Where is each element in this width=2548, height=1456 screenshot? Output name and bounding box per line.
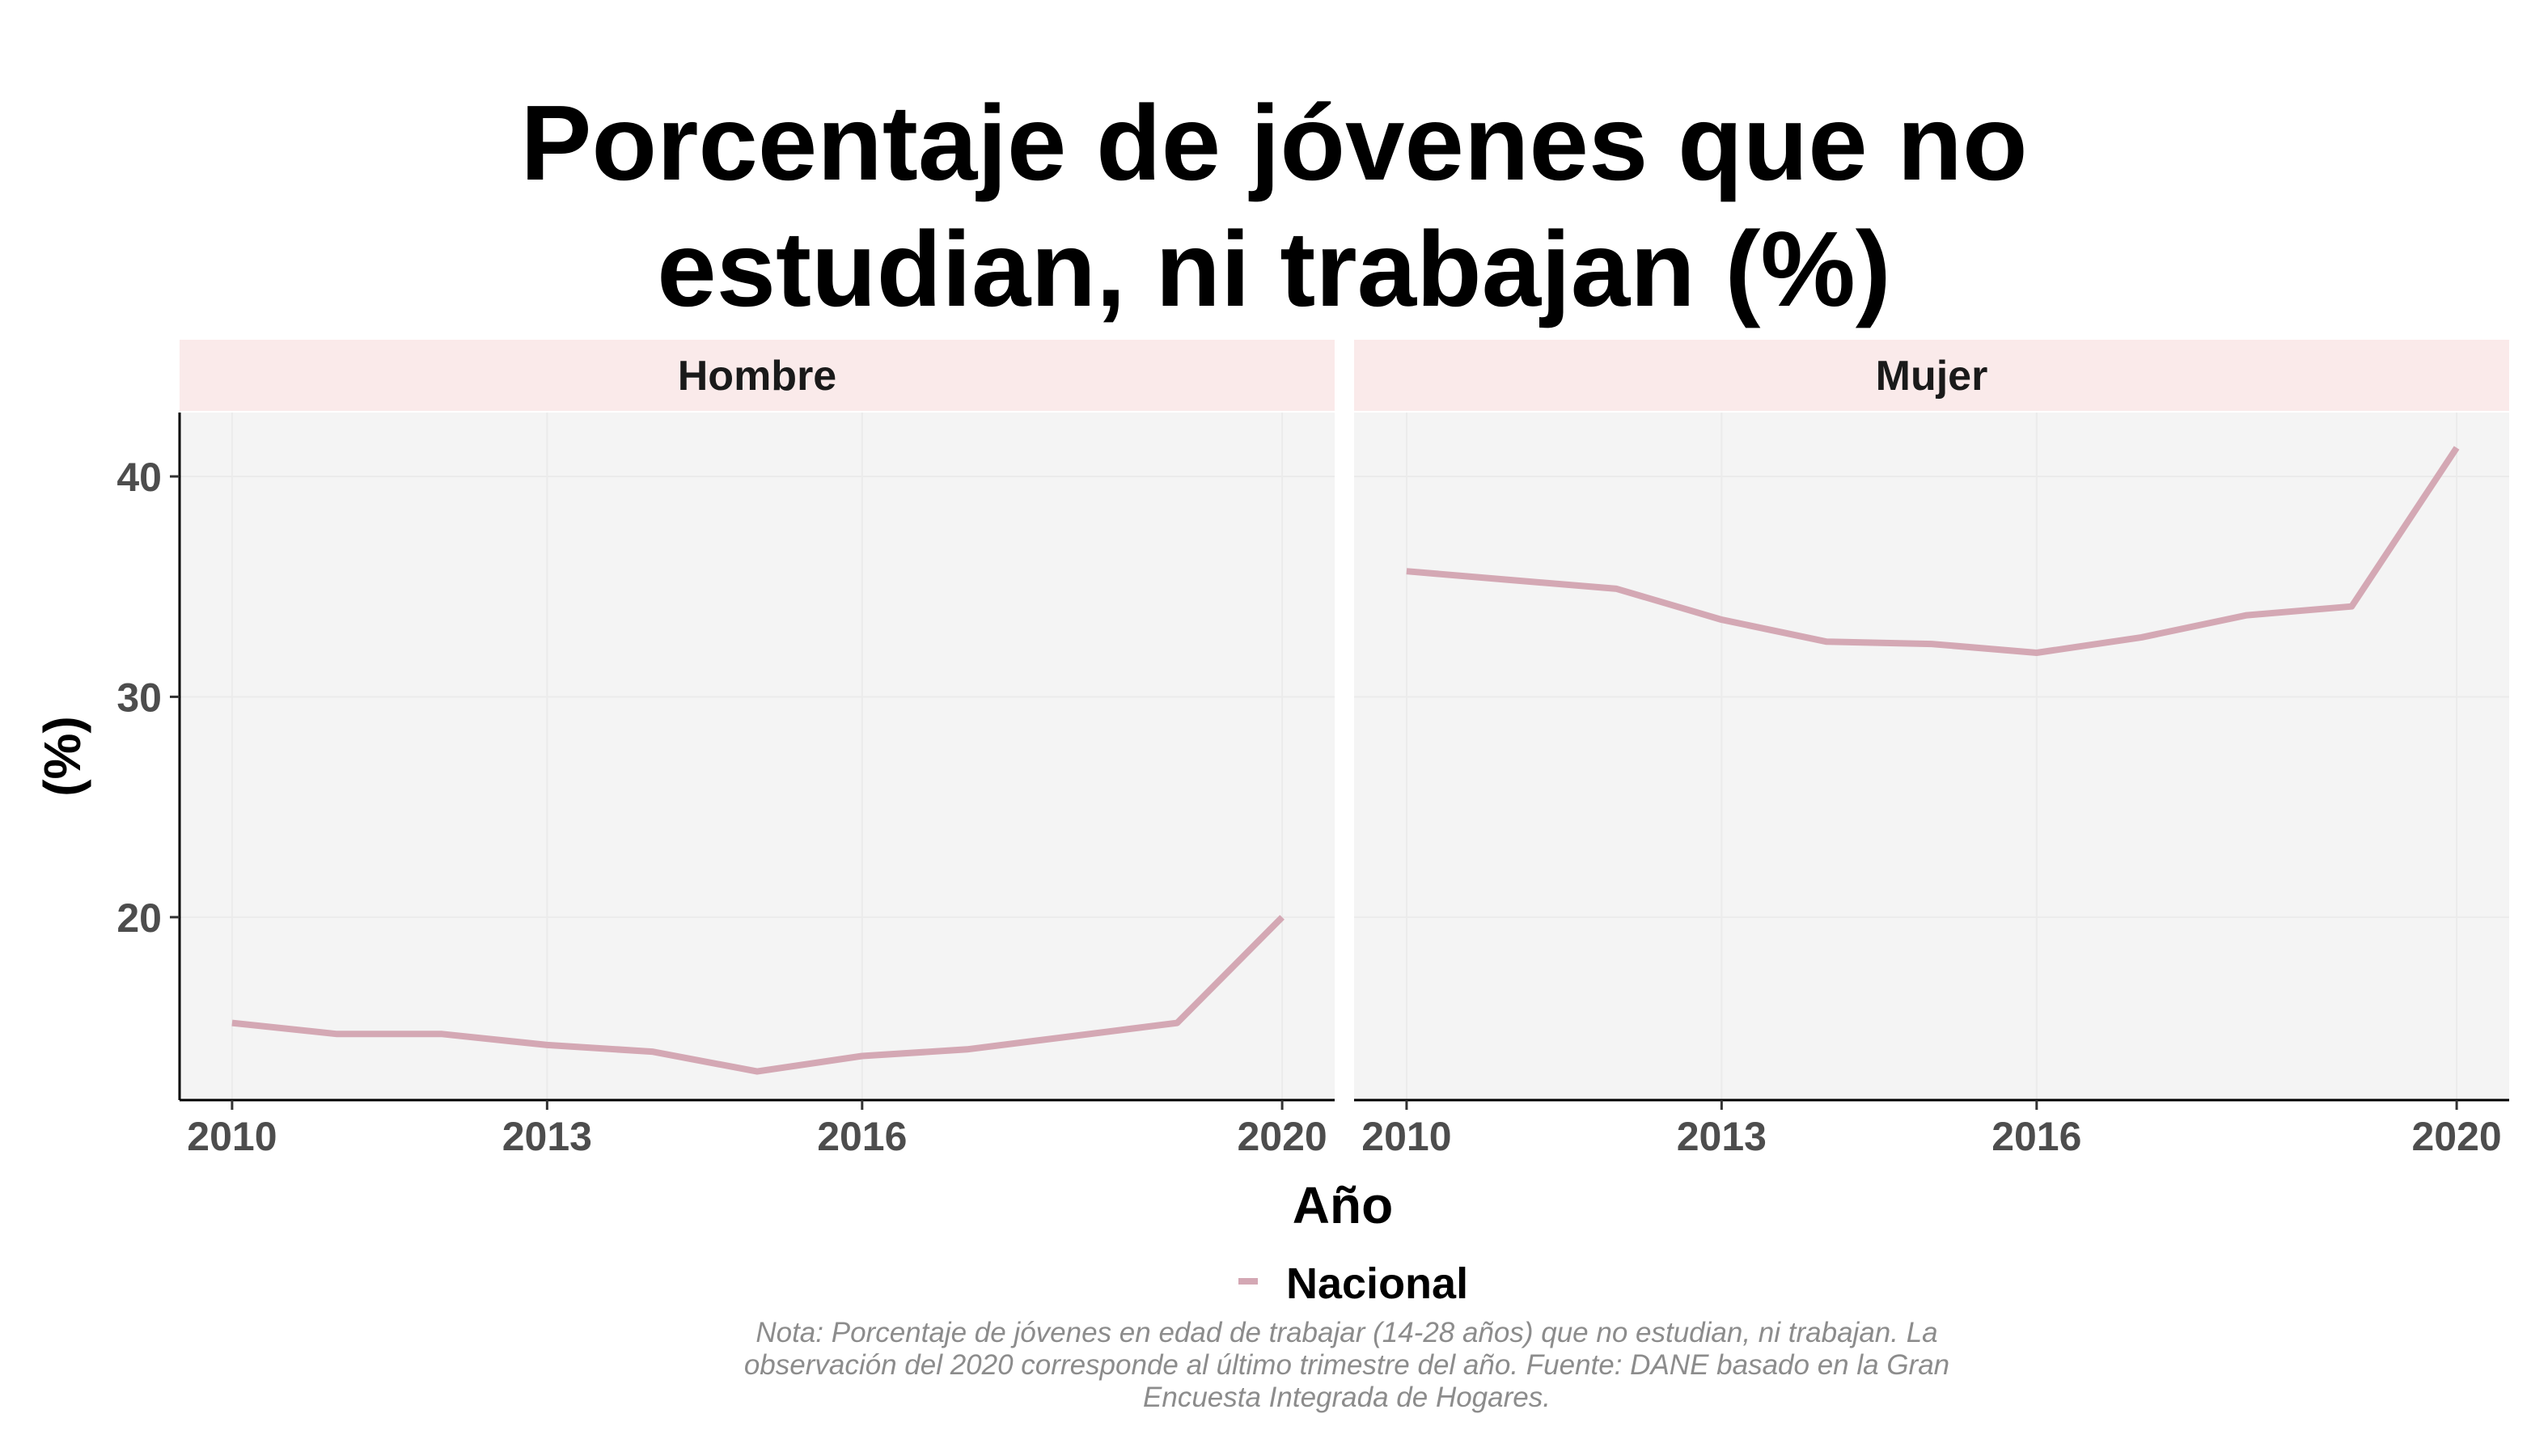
y-axis-title: (%) [33, 716, 91, 797]
x-tick-label-2010-mujer: 2010 [1361, 1114, 1451, 1159]
x-tick-label-2020-hombre: 2020 [1237, 1114, 1327, 1159]
facet-strip-mujer [1354, 340, 2509, 411]
x-axis-title: Año [1293, 1176, 1393, 1234]
x-tick-label-2016-hombre: 2016 [817, 1114, 907, 1159]
x-tick-label-2016-mujer: 2016 [1991, 1114, 2081, 1159]
x-tick-label-2020-mujer: 2020 [2411, 1114, 2501, 1159]
series-line-nacional-hombre [231, 915, 1285, 1075]
y-tick-label-20: 20 [116, 895, 162, 941]
footnote-line-1: Nota: Porcentaje de jóvenes en edad de t… [756, 1317, 1938, 1348]
panel-background-hombre [180, 413, 1335, 1100]
chart-title-line-1: Porcentaje de jóvenes que no [520, 83, 2028, 202]
x-tick-label-2013-mujer: 2013 [1677, 1114, 1767, 1159]
series-line-nacional-mujer [1406, 446, 2460, 656]
legend-label-nacional: Nacional [1286, 1259, 1469, 1308]
y-tick-label-30: 30 [116, 675, 162, 720]
footnote-line-3: Encuesta Integrada de Hogares. [1143, 1382, 1551, 1413]
x-tick-label-2013-hombre: 2013 [502, 1114, 592, 1159]
panel-background-mujer [1354, 413, 2509, 1100]
footnote-line-2: observación del 2020 corresponde al últi… [743, 1349, 1950, 1381]
facet-strip-hombre [180, 340, 1335, 411]
y-tick-label-40: 40 [116, 455, 162, 500]
legend-key-nacional [1238, 1278, 1258, 1285]
facet-label-hombre: Hombre [678, 353, 836, 400]
x-tick-label-2010-hombre: 2010 [187, 1114, 277, 1159]
chart-title-line-2: estudian, ni trabajan (%) [657, 210, 1891, 328]
facet-label-mujer: Mujer [1876, 353, 1988, 400]
